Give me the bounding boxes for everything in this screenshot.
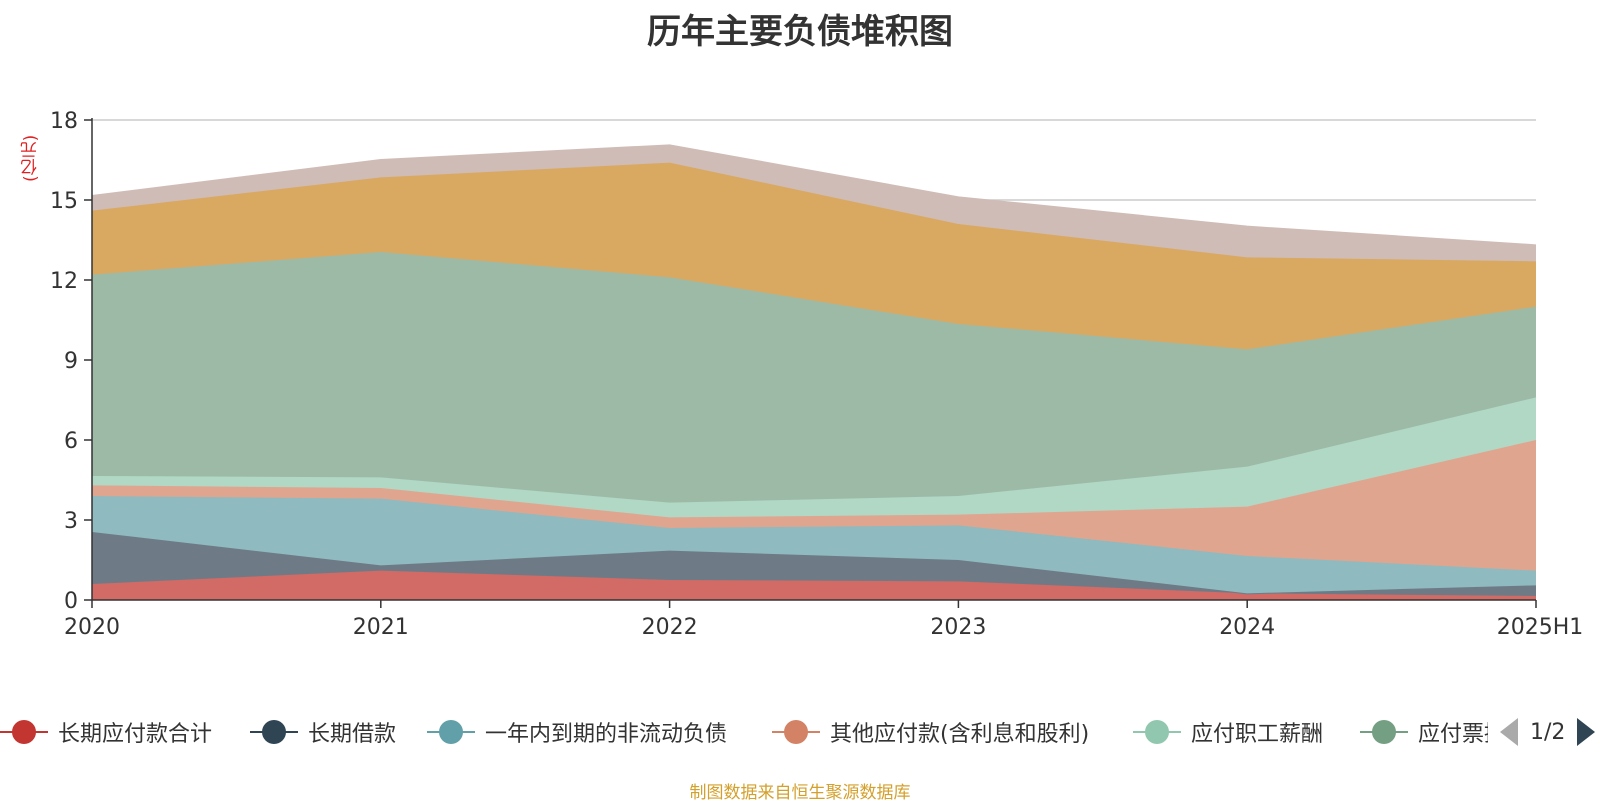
area-series-8[interactable] [92, 145, 1536, 262]
legend-item[interactable]: 一年内到期的非流动负债 [427, 712, 727, 752]
y-tick-label: 9 [64, 349, 78, 374]
area-series-5[interactable] [92, 397, 1536, 518]
y-tick-label: 12 [50, 269, 78, 294]
y-tick-label: 15 [50, 189, 78, 214]
y-tick-label: 18 [50, 109, 78, 134]
legend-label: 长期借款 [308, 722, 397, 747]
legend-label: 一年内到期的非流动负债 [485, 722, 728, 747]
legend-marker-icon [250, 720, 298, 744]
pager-next-icon[interactable] [1577, 718, 1596, 746]
x-tick-label: 2022 [642, 615, 698, 640]
area-series-3[interactable] [92, 496, 1536, 594]
legend-item[interactable]: 应付票据 [1360, 712, 1488, 752]
legend-item[interactable]: 长期应付款合计 [0, 712, 212, 752]
x-tick-label: 2024 [1219, 615, 1275, 640]
legend-item[interactable]: 应付职工薪酬 [1133, 712, 1323, 752]
tick-labels: 0 3 6 9 12 15 18 2020 2021 2022 2023 2024 2025H1 [50, 109, 1583, 640]
area-series-6[interactable] [92, 252, 1536, 503]
chart-title: 历年主要负债堆积图 [647, 12, 953, 52]
area-series-1[interactable] [92, 570, 1536, 600]
source-note: 制图数据来自恒生聚源数据库 [689, 783, 911, 803]
x-tick-label: 2025H1 [1497, 615, 1584, 640]
legend-label: 长期应付款合计 [58, 722, 213, 747]
area-series-7[interactable] [92, 162, 1536, 350]
area-series-2[interactable] [92, 532, 1536, 596]
legend: 长期应付款合计 长期借款 一年内到期的非流动负债 其他应付款(含利息和股利) 应付职工薪… [0, 712, 1600, 752]
x-tick-label: 2023 [930, 615, 986, 640]
area-series-layer [91, 144, 1537, 600]
x-tick-label: 2021 [353, 615, 409, 640]
legend-item[interactable]: 长期借款 [250, 712, 396, 752]
legend-marker-icon [0, 720, 48, 744]
y-tick-label: 3 [64, 509, 78, 534]
pager-prev-icon[interactable] [1500, 718, 1518, 746]
y-tick-label: 6 [64, 429, 78, 454]
legend-item[interactable]: 其他应付款(含利息和股利) [772, 712, 1089, 752]
x-tick-label: 2020 [64, 615, 120, 640]
area-series-4[interactable] [92, 440, 1536, 571]
legend-items: 长期应付款合计 长期借款 一年内到期的非流动负债 其他应付款(含利息和股利) 应付职工薪… [0, 712, 1488, 752]
area-series-edge-8 [91, 144, 1537, 247]
y-tick-label: 0 [64, 589, 78, 614]
legend-pager: 1/2 [1500, 712, 1596, 752]
legend-label: 应付职工薪酬 [1191, 722, 1324, 747]
legend-marker-icon [427, 720, 475, 744]
stacked-area-chart: 0 3 6 9 12 15 18 2020 2021 2022 2023 2024 2025H1 [50, 109, 1583, 640]
legend-label: 应付票据 [1418, 722, 1488, 747]
pager-page-indicator: 1/2 [1530, 719, 1566, 745]
legend-marker-icon [1133, 720, 1181, 744]
legend-marker-icon [1360, 720, 1408, 744]
legend-label: 其他应付款(含利息和股利) [830, 722, 1090, 747]
axes [84, 118, 1537, 608]
legend-marker-icon [772, 720, 820, 744]
